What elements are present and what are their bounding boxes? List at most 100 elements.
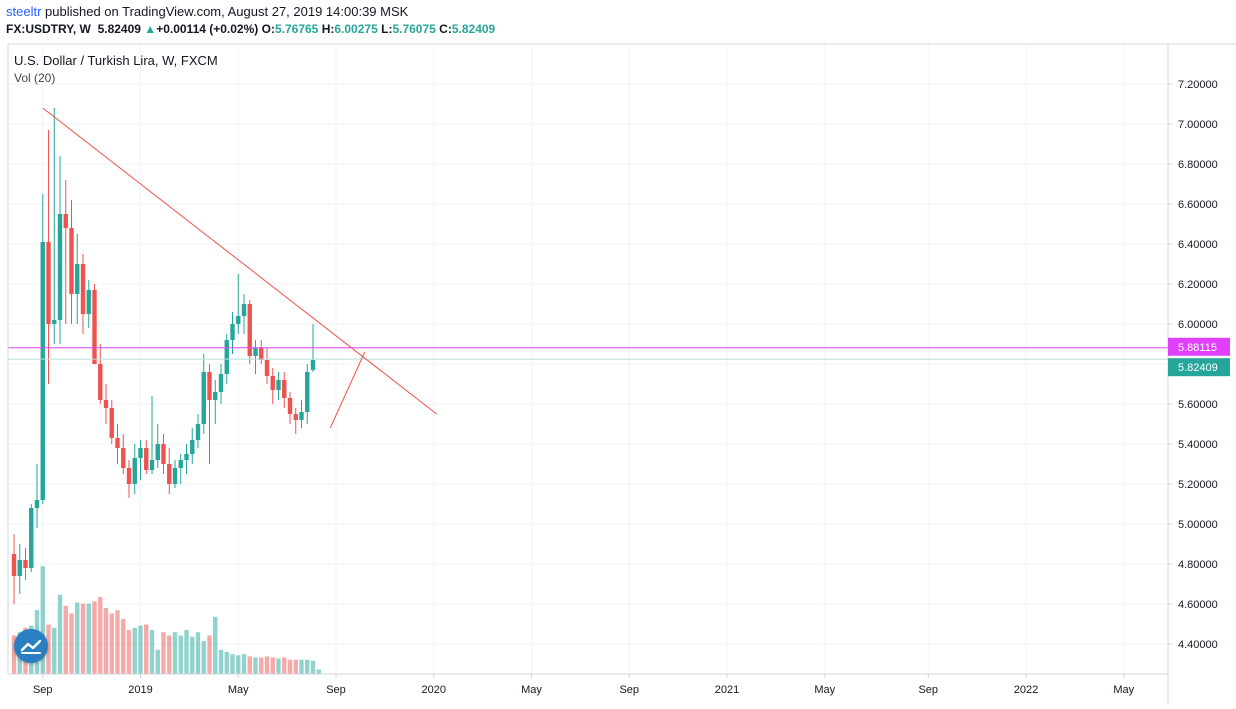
y-tick-label: 4.60000: [1178, 599, 1218, 611]
symbol-label: FX:USDTRY, W: [6, 22, 91, 36]
price-badge-label: 5.82409: [1178, 362, 1218, 374]
candle-body: [167, 464, 172, 484]
ohlc-header: FX:USDTRY, W 5.82409 ▲+0.00114 (+0.02%) …: [6, 22, 495, 36]
volume-bar: [149, 630, 155, 674]
volume-bar: [63, 605, 68, 674]
candle-body: [310, 360, 316, 370]
x-tick-label: Sep: [918, 684, 938, 696]
volume-bar: [241, 654, 247, 674]
x-tick-label: 2021: [715, 684, 739, 696]
open-label: O:: [261, 22, 275, 36]
y-tick-label: 5.40000: [1178, 439, 1218, 451]
close-value: 5.82409: [451, 22, 496, 36]
close-label: C:: [439, 22, 452, 36]
candle-body: [218, 374, 224, 392]
candle-body: [224, 340, 229, 374]
y-tick-label: 6.60000: [1178, 199, 1218, 211]
candle-body: [57, 214, 63, 320]
volume-bar: [155, 649, 160, 674]
y-tick-label: 6.40000: [1178, 239, 1218, 251]
candle-body: [23, 560, 28, 568]
volume-bar: [92, 601, 97, 674]
x-tick-label: Sep: [33, 684, 53, 696]
volume-bar: [57, 594, 63, 674]
x-tick-label: 2019: [128, 684, 152, 696]
author-link[interactable]: steeltr: [6, 4, 42, 19]
volume-legend: Vol (20): [14, 71, 56, 85]
volume-bar: [40, 566, 45, 674]
volume-bar: [115, 610, 120, 674]
y-tick-label: 6.00000: [1178, 319, 1218, 331]
candle-body: [75, 264, 80, 294]
volume-bar: [138, 625, 143, 674]
candle-body: [86, 290, 91, 314]
candle-body: [287, 398, 293, 414]
y-tick-label: 5.20000: [1178, 479, 1218, 491]
candle-body: [213, 392, 218, 400]
candle-body: [46, 242, 51, 324]
x-tick-label: 2022: [1014, 684, 1038, 696]
volume-bar: [121, 619, 126, 674]
candle-body: [161, 444, 166, 464]
trend-line: [42, 107, 437, 415]
chart-title: U.S. Dollar / Turkish Lira, W, FXCM: [14, 53, 218, 68]
candle-body: [115, 438, 120, 448]
up-arrow-icon: ▲: [144, 22, 157, 36]
volume-bar: [247, 656, 252, 674]
candle-body: [155, 444, 160, 460]
candle-body: [305, 372, 310, 412]
volume-bar: [172, 632, 178, 674]
y-tick-label: 7.00000: [1178, 119, 1218, 131]
x-tick-label: May: [1113, 684, 1134, 696]
volume-bar: [11, 635, 17, 674]
x-tick-label: 2020: [422, 684, 446, 696]
candle-body: [126, 468, 132, 484]
candle-body: [92, 290, 97, 364]
volume-bar: [80, 603, 86, 674]
high-value: 6.00275: [334, 22, 378, 36]
candle-body: [34, 500, 40, 508]
publish-text: published on TradingView.com, August 27,…: [45, 4, 409, 19]
price-badge: [1168, 337, 1230, 356]
candle-body: [11, 554, 17, 576]
publish-info: steeltr published on TradingView.com, Au…: [6, 4, 408, 19]
x-tick-label: May: [521, 684, 542, 696]
candle-body: [149, 460, 155, 470]
volume-bar: [224, 652, 229, 674]
candle-body: [103, 400, 109, 408]
y-tick-label: 6.80000: [1178, 159, 1218, 171]
candle-body: [80, 264, 86, 314]
candle-body: [17, 560, 22, 576]
candle-body: [132, 458, 137, 484]
candle-body: [178, 460, 183, 468]
candle-body: [138, 448, 143, 458]
low-label: L:: [381, 22, 393, 36]
volume-bar: [75, 602, 80, 674]
candle-body: [109, 408, 114, 438]
volume-bar: [201, 641, 206, 674]
change-value: +0.00114 (+0.02%): [156, 22, 259, 36]
x-tick-label: May: [228, 684, 249, 696]
candle-body: [52, 320, 57, 324]
volume-bar: [270, 657, 275, 674]
low-value: 5.76075: [392, 22, 436, 36]
candle-body: [69, 228, 74, 294]
candle-body: [172, 468, 178, 484]
volume-bar: [282, 657, 287, 674]
volume-bar: [109, 613, 114, 674]
price-badge: [1168, 358, 1230, 377]
candle-body: [299, 412, 304, 420]
volume-bar: [293, 659, 298, 674]
volume-bar: [69, 613, 74, 674]
volume-bar: [207, 635, 212, 674]
volume-bar: [213, 616, 218, 674]
candle-body: [144, 448, 149, 470]
volume-bar: [52, 627, 57, 674]
candle-body: [276, 380, 281, 390]
volume-bar: [310, 660, 316, 674]
y-tick-label: 5.60000: [1178, 399, 1218, 411]
candle-body: [293, 414, 298, 420]
volume-bar: [264, 656, 270, 674]
candle-body: [195, 424, 201, 440]
